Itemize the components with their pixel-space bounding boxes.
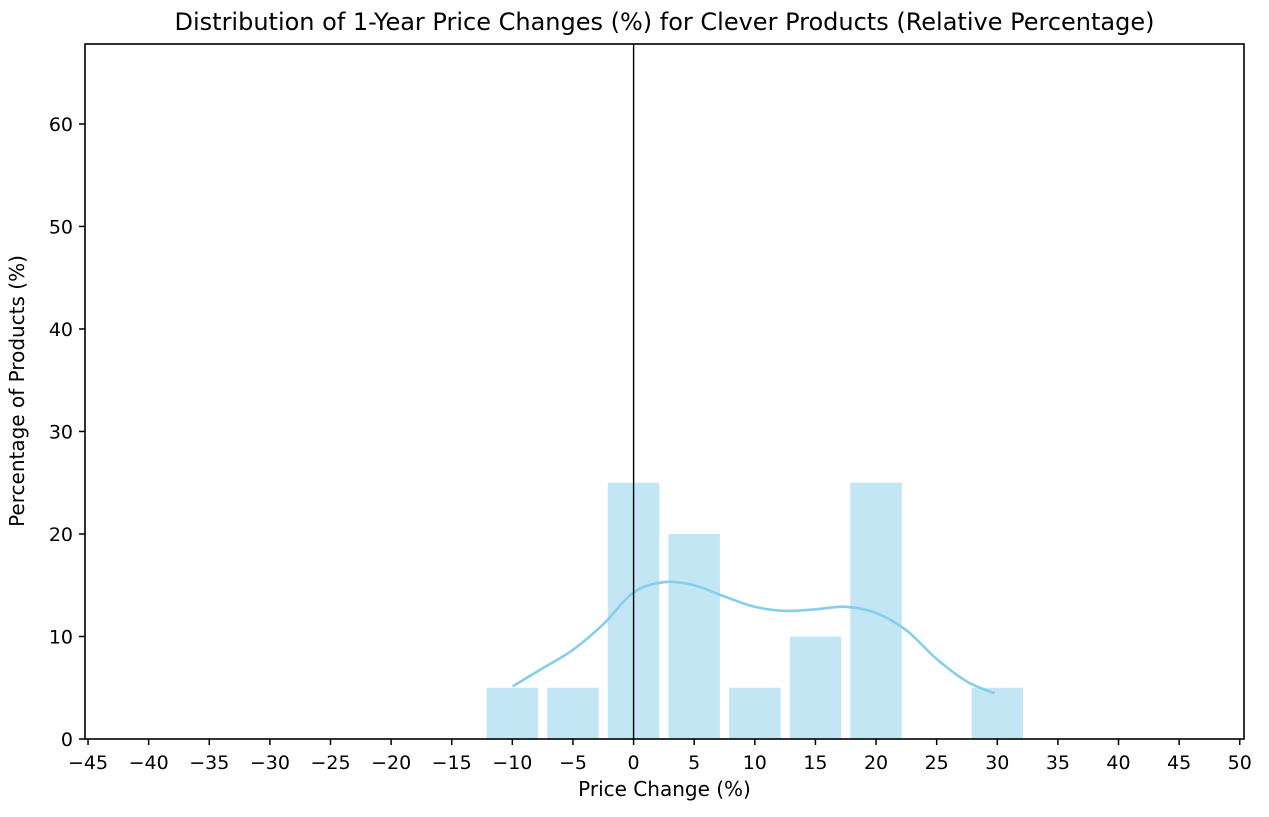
y-axis-ticks: 0 10 20 30 40 50 60 — [49, 114, 85, 751]
x-tick-label: 45 — [1167, 752, 1191, 774]
x-tick-label: 10 — [743, 752, 767, 774]
x-tick-label: 15 — [803, 752, 827, 774]
x-tick-label: 5 — [688, 752, 700, 774]
y-tick-label: 50 — [49, 216, 73, 238]
y-tick-label: 0 — [61, 729, 73, 751]
y-tick-label: 40 — [49, 319, 73, 341]
x-tick-label: −20 — [371, 752, 411, 774]
x-tick-label: 35 — [1046, 752, 1070, 774]
x-axis-label: Price Change (%) — [578, 777, 751, 801]
histogram-bar — [486, 687, 539, 739]
histogram-bar — [971, 687, 1024, 739]
x-tick-label: −35 — [189, 752, 229, 774]
y-tick-label: 30 — [49, 421, 73, 443]
x-tick-label: −25 — [310, 752, 350, 774]
histogram-bar — [850, 482, 902, 739]
x-tick-label: 25 — [925, 752, 949, 774]
axes-frame — [84, 43, 1245, 740]
histogram-bar — [547, 687, 599, 739]
x-tick-label: −5 — [559, 752, 587, 774]
histogram-bar — [789, 636, 842, 739]
histogram-bar — [729, 687, 781, 739]
x-tick-label: −45 — [68, 752, 108, 774]
x-tick-label: 30 — [985, 752, 1009, 774]
x-tick-label: −15 — [432, 752, 472, 774]
y-tick-label: 20 — [49, 524, 73, 546]
x-tick-label: 0 — [628, 752, 640, 774]
x-tick-label: −30 — [250, 752, 290, 774]
y-tick-label: 60 — [49, 114, 73, 136]
x-tick-label: 40 — [1106, 752, 1130, 774]
x-axis-ticks: −45 −40 −35 −30 −25 −20 −15 −10 −5 0 5 10 15 20 25 30 35… — [68, 739, 1252, 774]
x-tick-label: 50 — [1228, 752, 1252, 774]
y-tick-label: 10 — [49, 626, 73, 648]
histogram-bar — [668, 533, 720, 739]
x-tick-label: −10 — [492, 752, 532, 774]
kde-curve — [512, 580, 995, 695]
histogram-bars — [486, 482, 1024, 739]
x-tick-label: −40 — [129, 752, 169, 774]
chart-title: Distribution of 1-Year Price Changes (%)… — [174, 8, 1155, 36]
x-tick-label: 20 — [864, 752, 888, 774]
